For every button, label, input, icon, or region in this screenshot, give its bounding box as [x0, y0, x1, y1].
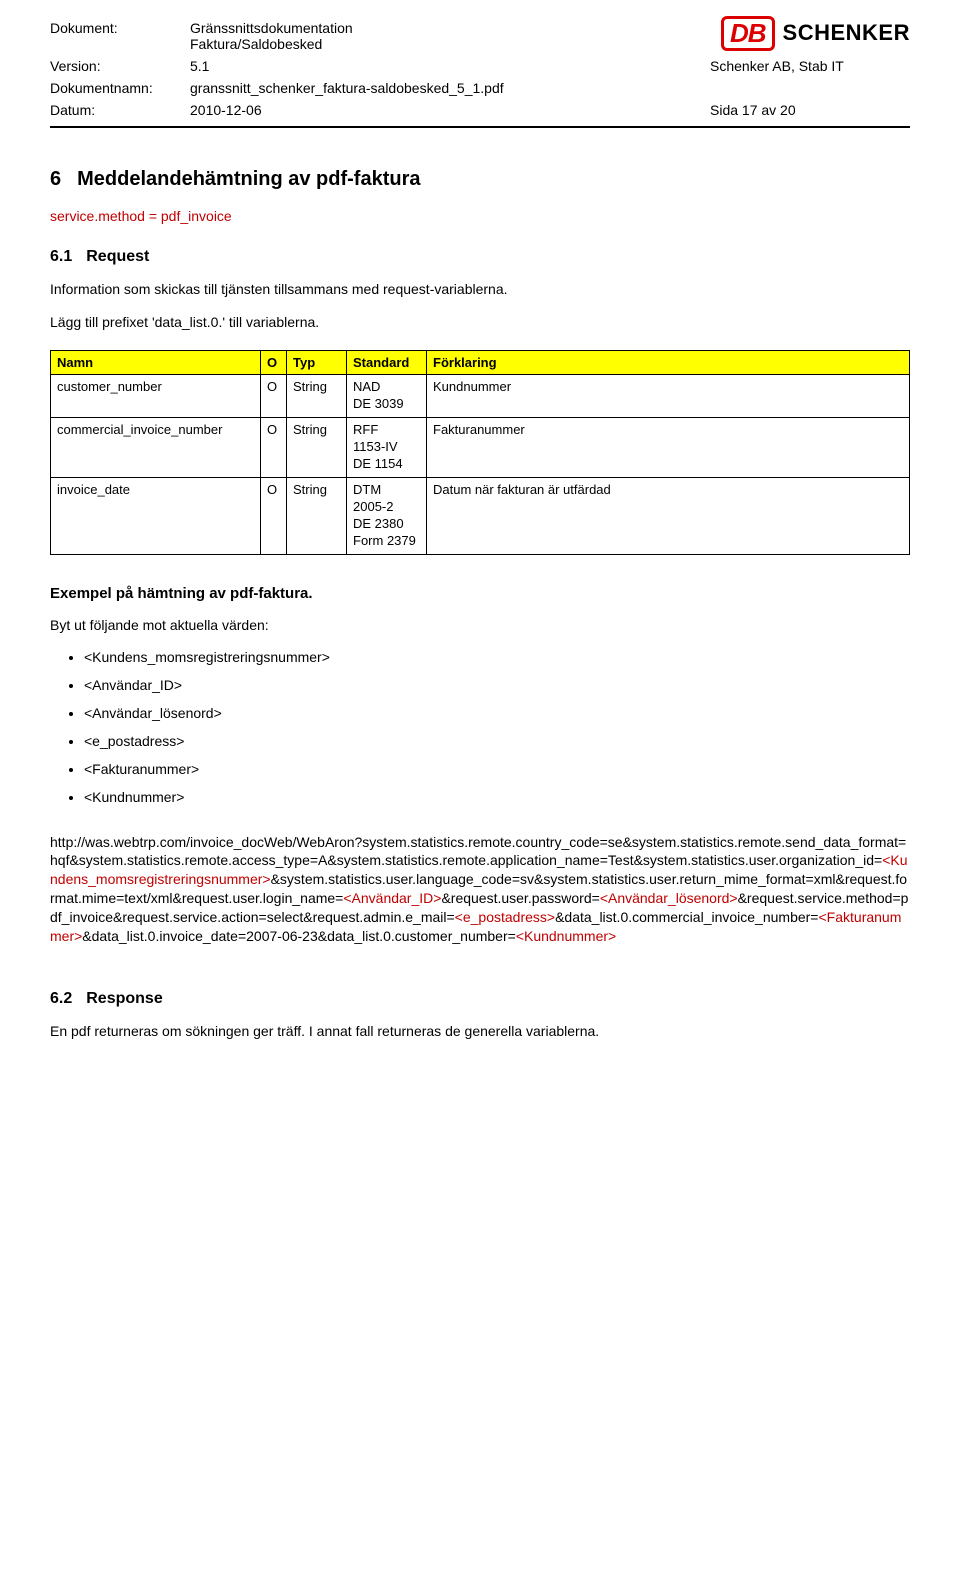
- url-seg: &data_list.0.commercial_invoice_number=: [555, 909, 818, 925]
- cell-forklaring: Datum när fakturan är utfärdad: [427, 477, 910, 554]
- document-header: DB SCHENKER Dokument: Gränssnittsdokumen…: [50, 20, 910, 118]
- url-seg: &request.user.password=: [441, 890, 599, 906]
- dokument-line1: Gränssnittsdokumentation: [190, 20, 353, 36]
- url-placeholder: <Användar_lösenord>: [600, 890, 738, 906]
- section-6-2-p1: En pdf returneras om sökningen ger träff…: [50, 1022, 910, 1041]
- std-line: DE 2380: [353, 516, 420, 531]
- example-list: <Kundens_momsregistreringsnummer> <Använ…: [84, 649, 910, 805]
- std-line: 1153-IV: [353, 439, 420, 454]
- std-line: DTM: [353, 482, 420, 497]
- th-o: O: [261, 350, 287, 374]
- cell-o: O: [261, 417, 287, 477]
- table-row: invoice_date O String DTM 2005-2 DE 2380…: [51, 477, 910, 554]
- list-item: <Användar_lösenord>: [84, 705, 910, 721]
- section-6-1-text: Request: [86, 248, 149, 265]
- cell-std: NAD DE 3039: [347, 374, 427, 417]
- method-line: service.method = pdf_invoice: [50, 207, 910, 226]
- section-6-1-title: 6.1 Request: [50, 248, 910, 266]
- cell-std: DTM 2005-2 DE 2380 Form 2379: [347, 477, 427, 554]
- header-company: Schenker AB, Stab IT: [710, 58, 910, 74]
- section-6-2-title: 6.2 Response: [50, 990, 910, 1008]
- url-placeholder: <Kundnummer>: [516, 928, 616, 944]
- section-6-2-text: Response: [86, 990, 162, 1007]
- th-forklaring: Förklaring: [427, 350, 910, 374]
- value-dokument: Gränssnittsdokumentation Faktura/Saldobe…: [190, 20, 710, 52]
- url-placeholder: <Användar_ID>: [343, 890, 441, 906]
- th-typ: Typ: [287, 350, 347, 374]
- example-title: Exempel på hämtning av pdf-faktura.: [50, 585, 910, 602]
- value-dokumentnamn: granssnitt_schenker_faktura-saldobesked_…: [190, 80, 710, 96]
- std-line: DE 1154: [353, 456, 420, 471]
- list-item: <e_postadress>: [84, 733, 910, 749]
- cell-forklaring: Kundnummer: [427, 374, 910, 417]
- logo: DB SCHENKER: [721, 16, 910, 51]
- parameters-table: Namn O Typ Standard Förklaring customer_…: [50, 350, 910, 555]
- cell-o: O: [261, 374, 287, 417]
- list-item: <Kundnummer>: [84, 789, 910, 805]
- header-page: Sida 17 av 20: [710, 102, 910, 118]
- url-seg: http://was.webtrp.com/invoice_docWeb/Web…: [50, 834, 906, 869]
- cell-typ: String: [287, 417, 347, 477]
- section-6-title: 6 Meddelandehämtning av pdf-faktura: [50, 168, 910, 191]
- url-placeholder: <e_postadress>: [455, 909, 555, 925]
- value-version: 5.1: [190, 58, 710, 74]
- th-standard: Standard: [347, 350, 427, 374]
- dokument-line2: Faktura/Saldobesked: [190, 36, 322, 52]
- cell-namn: customer_number: [51, 374, 261, 417]
- section-6-1-num: 6.1: [50, 248, 72, 265]
- std-line: 2005-2: [353, 499, 420, 514]
- label-datum: Datum:: [50, 102, 190, 118]
- schenker-wordmark: SCHENKER: [783, 20, 910, 46]
- std-line: DE 3039: [353, 396, 420, 411]
- cell-std: RFF 1153-IV DE 1154: [347, 417, 427, 477]
- header-divider: [50, 126, 910, 128]
- label-version: Version:: [50, 58, 190, 74]
- cell-namn: commercial_invoice_number: [51, 417, 261, 477]
- label-dokumentnamn: Dokumentnamn:: [50, 80, 190, 96]
- table-header-row: Namn O Typ Standard Förklaring: [51, 350, 910, 374]
- url-seg: &data_list.0.invoice_date=2007-06-23&dat…: [82, 928, 516, 944]
- section-6-num: 6: [50, 168, 61, 190]
- cell-o: O: [261, 477, 287, 554]
- cell-typ: String: [287, 374, 347, 417]
- cell-typ: String: [287, 477, 347, 554]
- section-6-2-num: 6.2: [50, 990, 72, 1007]
- std-line: RFF: [353, 422, 420, 437]
- value-datum: 2010-12-06: [190, 102, 710, 118]
- list-item: <Användar_ID>: [84, 677, 910, 693]
- list-item: <Kundens_momsregistreringsnummer>: [84, 649, 910, 665]
- std-line: NAD: [353, 379, 420, 394]
- cell-namn: invoice_date: [51, 477, 261, 554]
- std-line: Form 2379: [353, 533, 420, 548]
- label-dokument: Dokument:: [50, 20, 190, 36]
- section-6-text: Meddelandehämtning av pdf-faktura: [77, 168, 420, 190]
- example-url: http://was.webtrp.com/invoice_docWeb/Web…: [50, 833, 910, 946]
- db-logo-icon: DB: [721, 16, 775, 51]
- table-row: commercial_invoice_number O String RFF 1…: [51, 417, 910, 477]
- example-intro: Byt ut följande mot aktuella värden:: [50, 616, 910, 635]
- list-item: <Fakturanummer>: [84, 761, 910, 777]
- cell-forklaring: Fakturanummer: [427, 417, 910, 477]
- table-row: customer_number O String NAD DE 3039 Kun…: [51, 374, 910, 417]
- th-namn: Namn: [51, 350, 261, 374]
- section-6-1-p1: Information som skickas till tjänsten ti…: [50, 280, 910, 299]
- section-6-1-p2: Lägg till prefixet 'data_list.0.' till v…: [50, 313, 910, 332]
